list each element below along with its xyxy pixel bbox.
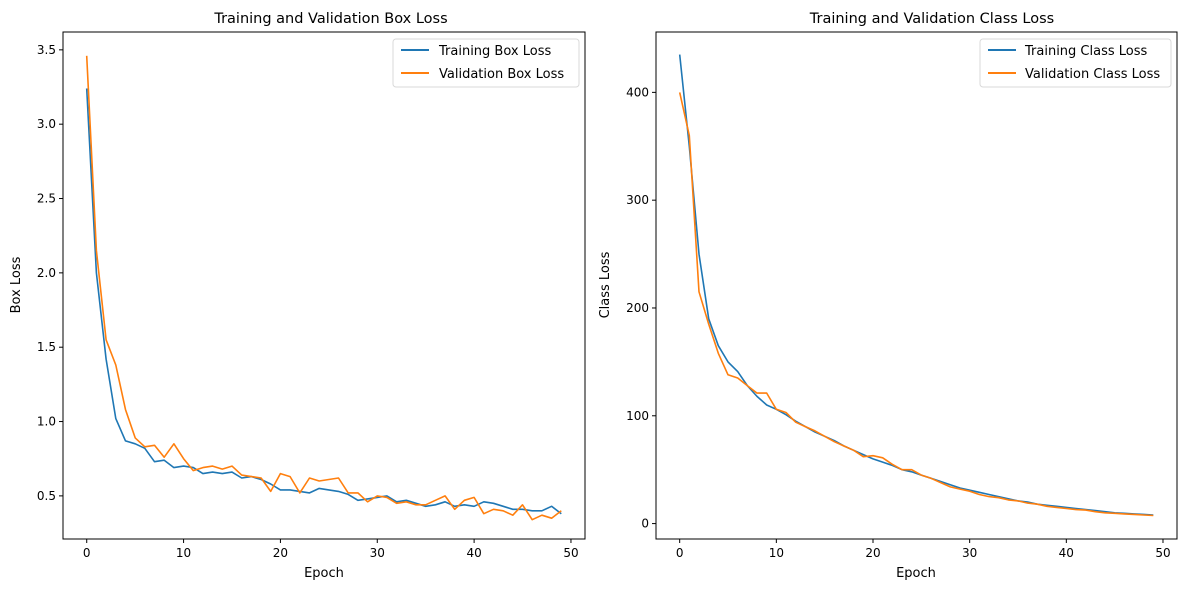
- class-loss-training-line: [678, 54, 1154, 516]
- box-loss-x-ticks: 0 10 20 30 40 50: [83, 539, 579, 560]
- class-loss-y-ticks: 0 100 200 300 400: [626, 85, 656, 531]
- box-loss-panel: Training and Validation Box Loss 0 10 20 30…: [9, 11, 586, 581]
- class-loss-validation-line: [678, 92, 1154, 517]
- class-loss-y-tick-label: 100: [626, 409, 649, 423]
- box-loss-validation-line: [85, 55, 562, 521]
- class-loss-y-axis-label: Class Loss: [598, 251, 613, 318]
- box-loss-x-tick-label: 40: [466, 546, 481, 560]
- box-loss-legend-frame: [392, 38, 580, 88]
- class-loss-chart-title: Training and Validation Class Loss: [809, 11, 1054, 27]
- class-loss-y-tick-label: 300: [626, 193, 649, 207]
- class-loss-x-tick-label: 30: [962, 546, 977, 560]
- box-loss-training-line: [85, 88, 562, 515]
- box-loss-x-tick-label: 20: [273, 546, 288, 560]
- class-loss-y-tick-label: 400: [626, 85, 649, 99]
- box-loss-x-tick-label: 50: [563, 546, 578, 560]
- box-loss-y-tick-label: 1.5: [37, 340, 56, 354]
- box-loss-chart-title: Training and Validation Box Loss: [213, 11, 447, 27]
- box-loss-legend-validation-label: Validation Box Loss: [439, 67, 564, 82]
- box-loss-plot-area: [62, 31, 586, 540]
- box-loss-y-ticks: 0.5 1.0 1.5 2.0 2.5 3.0 3.5: [37, 43, 63, 503]
- box-loss-y-tick-label: 2.5: [37, 192, 56, 206]
- class-loss-legend-validation-label: Validation Class Loss: [1025, 67, 1160, 82]
- box-loss-lines: [85, 55, 562, 521]
- box-loss-x-axis-label: Epoch: [304, 566, 344, 581]
- class-loss-legend-frame: [979, 38, 1172, 88]
- class-loss-x-axis-label: Epoch: [896, 566, 936, 581]
- class-loss-panel: Training and Validation Class Loss 0 10 20…: [598, 11, 1178, 581]
- box-loss-legend-training-label: Training Box Loss: [438, 44, 551, 59]
- box-loss-y-axis-label: Box Loss: [9, 256, 24, 313]
- class-loss-x-tick-label: 10: [769, 546, 784, 560]
- class-loss-plot-area: [655, 31, 1178, 540]
- box-loss-y-tick-label: 3.0: [37, 117, 56, 131]
- class-loss-legend-training-label: Training Class Loss: [1024, 44, 1148, 59]
- box-loss-x-tick-label: 30: [370, 546, 385, 560]
- box-loss-y-tick-label: 2.0: [37, 266, 56, 280]
- class-loss-x-ticks: 0 10 20 30 40 50: [676, 539, 1171, 560]
- box-loss-y-tick-label: 1.0: [37, 415, 56, 429]
- class-loss-y-tick-label: 0: [641, 517, 649, 531]
- class-loss-x-tick-label: 40: [1059, 546, 1074, 560]
- class-loss-x-tick-label: 0: [676, 546, 684, 560]
- box-loss-x-tick-label: 10: [176, 546, 191, 560]
- box-loss-legend: Training Box Loss Validation Box Loss: [392, 38, 580, 88]
- class-loss-x-tick-label: 50: [1155, 546, 1170, 560]
- class-loss-lines: [678, 54, 1154, 517]
- box-loss-y-tick-label: 0.5: [37, 489, 56, 503]
- box-loss-x-tick-label: 0: [83, 546, 91, 560]
- class-loss-x-tick-label: 20: [865, 546, 880, 560]
- box-loss-y-tick-label: 3.5: [37, 43, 56, 57]
- class-loss-y-tick-label: 200: [626, 301, 649, 315]
- class-loss-legend: Training Class Loss Validation Class Los…: [979, 38, 1172, 88]
